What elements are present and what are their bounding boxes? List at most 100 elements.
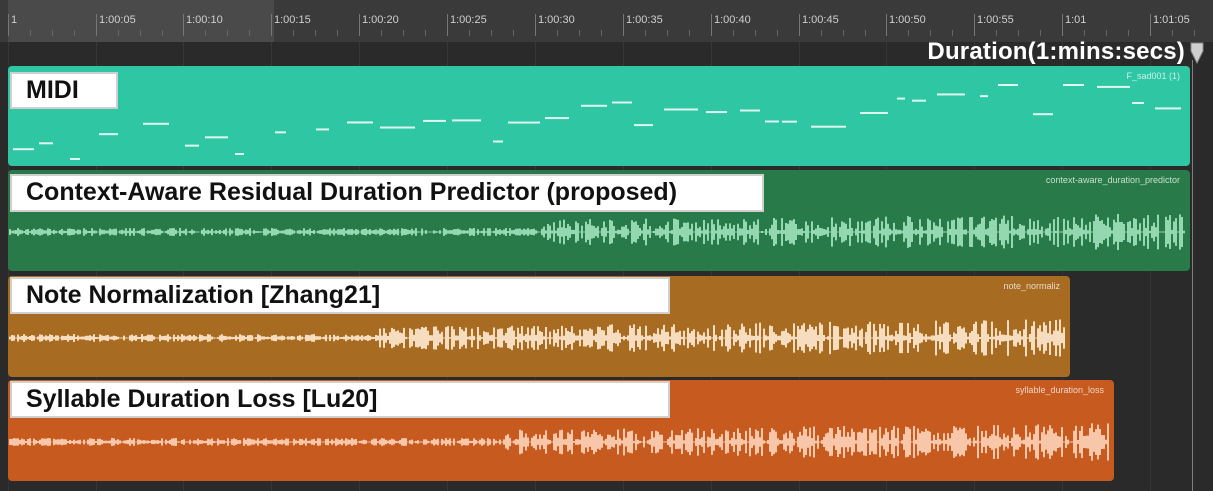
midi-note bbox=[545, 117, 569, 120]
midi-note bbox=[897, 97, 905, 100]
ruler-subtick bbox=[293, 30, 294, 36]
ruler-subtick bbox=[689, 30, 690, 36]
ruler-subtick bbox=[425, 30, 426, 36]
midi-note bbox=[185, 144, 199, 147]
track-label-syllable-duration: Syllable Duration Loss [Lu20] bbox=[10, 381, 670, 418]
ruler-subtick bbox=[579, 30, 580, 36]
ruler-tick-label: 1:01:05 bbox=[1153, 14, 1190, 26]
track-label-note-normalization: Note Normalization [Zhang21] bbox=[10, 277, 670, 314]
track-label-midi: MIDI bbox=[10, 72, 118, 109]
ruler-subtick bbox=[1040, 30, 1041, 36]
ruler-subtick bbox=[777, 30, 778, 36]
ruler-subtick bbox=[315, 30, 316, 36]
waveform-path bbox=[9, 319, 1065, 357]
ruler-subtick bbox=[1172, 30, 1173, 36]
waveform bbox=[9, 423, 1109, 461]
ruler-tick bbox=[271, 14, 272, 36]
midi-note bbox=[912, 99, 926, 102]
midi-note bbox=[275, 131, 286, 134]
region-name: F_sad001 (1) bbox=[1126, 71, 1180, 81]
ruler-subtick bbox=[996, 30, 997, 36]
midi-note bbox=[612, 101, 632, 104]
ruler-tick bbox=[535, 14, 536, 36]
ruler-subtick bbox=[733, 30, 734, 36]
midi-note bbox=[1155, 107, 1181, 110]
ruler-subtick bbox=[249, 30, 250, 36]
ruler-subtick bbox=[205, 30, 206, 36]
midi-note bbox=[634, 124, 653, 127]
time-ruler[interactable]: 1 1:00:05 1:00:10 1:00:15 1:00:20 1:00:25 1:00… bbox=[0, 0, 1213, 42]
ruler-subtick bbox=[908, 30, 909, 36]
ruler-tick-label: 1:00:50 bbox=[889, 14, 926, 26]
midi-note bbox=[581, 104, 607, 107]
ruler-tick-label: 1:00:55 bbox=[977, 14, 1014, 26]
ruler-tick bbox=[623, 14, 624, 36]
ruler-tick-label: 1:00:15 bbox=[274, 14, 311, 26]
midi-note bbox=[1097, 85, 1130, 88]
ruler-tick-label: 1:00:20 bbox=[362, 14, 399, 26]
ruler-tick bbox=[886, 14, 887, 36]
ruler-tick bbox=[1062, 14, 1063, 36]
ruler-tick bbox=[447, 14, 448, 36]
midi-note bbox=[13, 148, 34, 151]
midi-note bbox=[452, 119, 481, 122]
midi-note bbox=[937, 93, 965, 96]
midi-note bbox=[740, 109, 760, 112]
ruler-subtick bbox=[865, 30, 866, 36]
midi-note bbox=[347, 121, 373, 124]
ruler-subtick bbox=[821, 30, 822, 36]
ruler-subtick bbox=[513, 30, 514, 36]
ruler-subtick bbox=[557, 30, 558, 36]
ruler-subtick bbox=[930, 30, 931, 36]
ruler-subtick bbox=[381, 30, 382, 36]
waveform bbox=[9, 319, 1065, 357]
midi-note bbox=[706, 111, 727, 114]
playhead-line[interactable] bbox=[1192, 60, 1193, 491]
ruler-tick-label: 1:00:40 bbox=[714, 14, 751, 26]
ruler-subtick bbox=[952, 30, 953, 36]
region-name: syllable_duration_loss bbox=[1015, 385, 1104, 395]
midi-region[interactable]: F_sad001 (1) bbox=[8, 66, 1190, 166]
duration-label: Duration(1:mins:secs) bbox=[927, 38, 1185, 65]
ruler-subtick bbox=[601, 30, 602, 36]
ruler-subtick bbox=[403, 30, 404, 36]
ruler-subtick bbox=[74, 30, 75, 36]
midi-note bbox=[99, 133, 118, 136]
ruler-subtick bbox=[491, 30, 492, 36]
ruler-subtick bbox=[469, 30, 470, 36]
midi-note bbox=[1132, 101, 1144, 104]
midi-note bbox=[998, 84, 1018, 86]
ruler-subtick bbox=[337, 30, 338, 36]
ruler-tick-label: 1:00:05 bbox=[99, 14, 136, 26]
midi-note bbox=[811, 125, 846, 128]
region-name: context-aware_duration_predictor bbox=[1045, 175, 1180, 185]
ruler-subtick bbox=[1084, 30, 1085, 36]
midi-note bbox=[860, 111, 888, 114]
track-label-proposed: Context-Aware Residual Duration Predicto… bbox=[10, 174, 764, 212]
midi-note bbox=[380, 126, 415, 129]
ruler-tick-label: 1:00:45 bbox=[802, 14, 839, 26]
midi-note bbox=[664, 108, 698, 111]
region-name: note_normaliz bbox=[1003, 281, 1060, 291]
midi-notes bbox=[13, 84, 1181, 160]
ruler-tick bbox=[1150, 14, 1151, 36]
ruler-tick bbox=[711, 14, 712, 36]
ruler-subtick bbox=[1128, 30, 1129, 36]
ruler-selection[interactable] bbox=[8, 0, 274, 42]
ruler-subtick bbox=[755, 30, 756, 36]
waveform bbox=[9, 213, 1185, 251]
ruler-tick-label: 1:01 bbox=[1065, 14, 1087, 26]
playhead-marker-icon[interactable] bbox=[1189, 41, 1205, 65]
ruler-subtick bbox=[162, 30, 163, 36]
ruler-tick-label: 1:00:10 bbox=[186, 14, 223, 26]
ruler-tick-label: 1:00:30 bbox=[538, 14, 575, 26]
ruler-subtick bbox=[227, 30, 228, 36]
midi-note bbox=[508, 121, 540, 124]
midi-note bbox=[1063, 84, 1084, 86]
ruler-tick bbox=[799, 14, 800, 36]
waveform-path bbox=[9, 423, 1109, 461]
ruler-tick bbox=[96, 14, 97, 36]
midi-note bbox=[980, 95, 988, 98]
ruler-subtick bbox=[140, 30, 141, 36]
